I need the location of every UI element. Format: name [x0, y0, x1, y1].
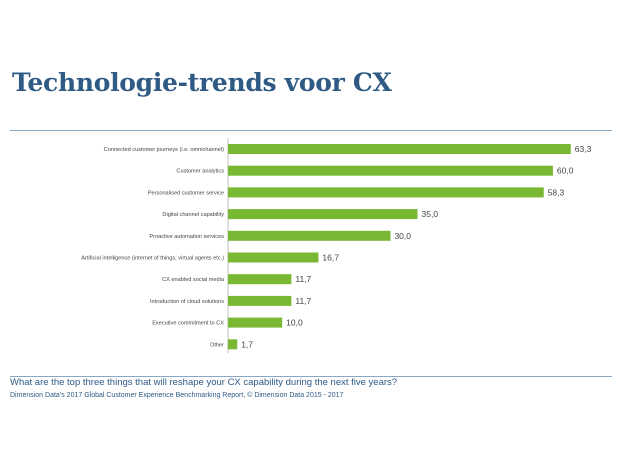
bar	[228, 230, 391, 241]
category-label: Personalised customer service	[148, 190, 224, 196]
category-label: Artificial intelligence (internet of thi…	[81, 256, 224, 262]
category-label: Executive commitment to CX	[152, 321, 224, 327]
value-label: 11,7	[295, 296, 311, 306]
value-label: 10,0	[286, 318, 303, 328]
bar-chart: Connected customer journeys (i.e. omnich…	[81, 138, 592, 354]
value-label: 63,3	[575, 144, 592, 154]
category-label: Connected customer journeys (i.e. omnich…	[104, 147, 224, 153]
value-label: 30,0	[394, 231, 411, 241]
bar	[228, 165, 553, 176]
category-label: CX enabled social media	[162, 277, 225, 283]
value-label: 35,0	[422, 209, 439, 219]
bar	[228, 274, 292, 285]
category-label: Customer analytics	[176, 169, 224, 175]
value-label: 11,7	[295, 274, 311, 284]
page-title: Technologie-trends voor CX	[12, 68, 392, 97]
value-label: 60,0	[557, 166, 574, 176]
value-label: 1,7	[241, 339, 253, 349]
survey-question: What are the top three things that will …	[10, 377, 398, 388]
bar	[228, 295, 292, 306]
category-label: Proactive automation services	[149, 234, 224, 240]
source-citation: Dimension Data’s 2017 Global Customer Ex…	[10, 392, 344, 399]
bar	[228, 252, 319, 263]
bar	[228, 317, 283, 328]
category-label: Other	[210, 342, 224, 348]
category-label: Digital channel capability	[162, 212, 224, 218]
top-divider	[10, 130, 612, 131]
value-label: 16,7	[322, 253, 339, 263]
bottom-divider	[10, 376, 612, 377]
category-label: Introduction of cloud solutions	[150, 299, 224, 305]
bar	[228, 339, 238, 350]
value-label: 58,3	[548, 187, 565, 197]
bar	[228, 209, 418, 220]
bar	[228, 187, 544, 198]
bar	[228, 144, 571, 154]
